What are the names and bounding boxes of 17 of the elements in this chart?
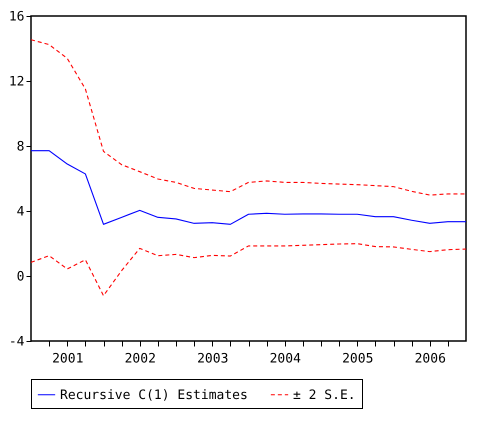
y-tick-label: 16	[8, 10, 24, 24]
x-tick-label: 2005	[342, 352, 374, 366]
x-tick-label: 2002	[124, 352, 156, 366]
x-tick-label: 2004	[270, 352, 302, 366]
y-tick-label: 0	[16, 270, 24, 284]
legend-label: Recursive C(1) Estimates	[60, 388, 248, 403]
line-series	[31, 39, 466, 196]
x-tick-label: 2006	[414, 352, 446, 366]
y-tick-label: 8	[16, 140, 24, 154]
y-tick-label: -4	[8, 334, 25, 350]
y-tick-label: 4	[16, 204, 25, 220]
x-tick-label: 2003	[197, 352, 228, 366]
y-tick-label: 12	[8, 74, 24, 90]
line-series	[31, 150, 466, 225]
x-tick-label: 2001	[52, 352, 84, 366]
legend-label: ± 2 S.E.	[293, 388, 356, 403]
line-series	[31, 243, 466, 296]
